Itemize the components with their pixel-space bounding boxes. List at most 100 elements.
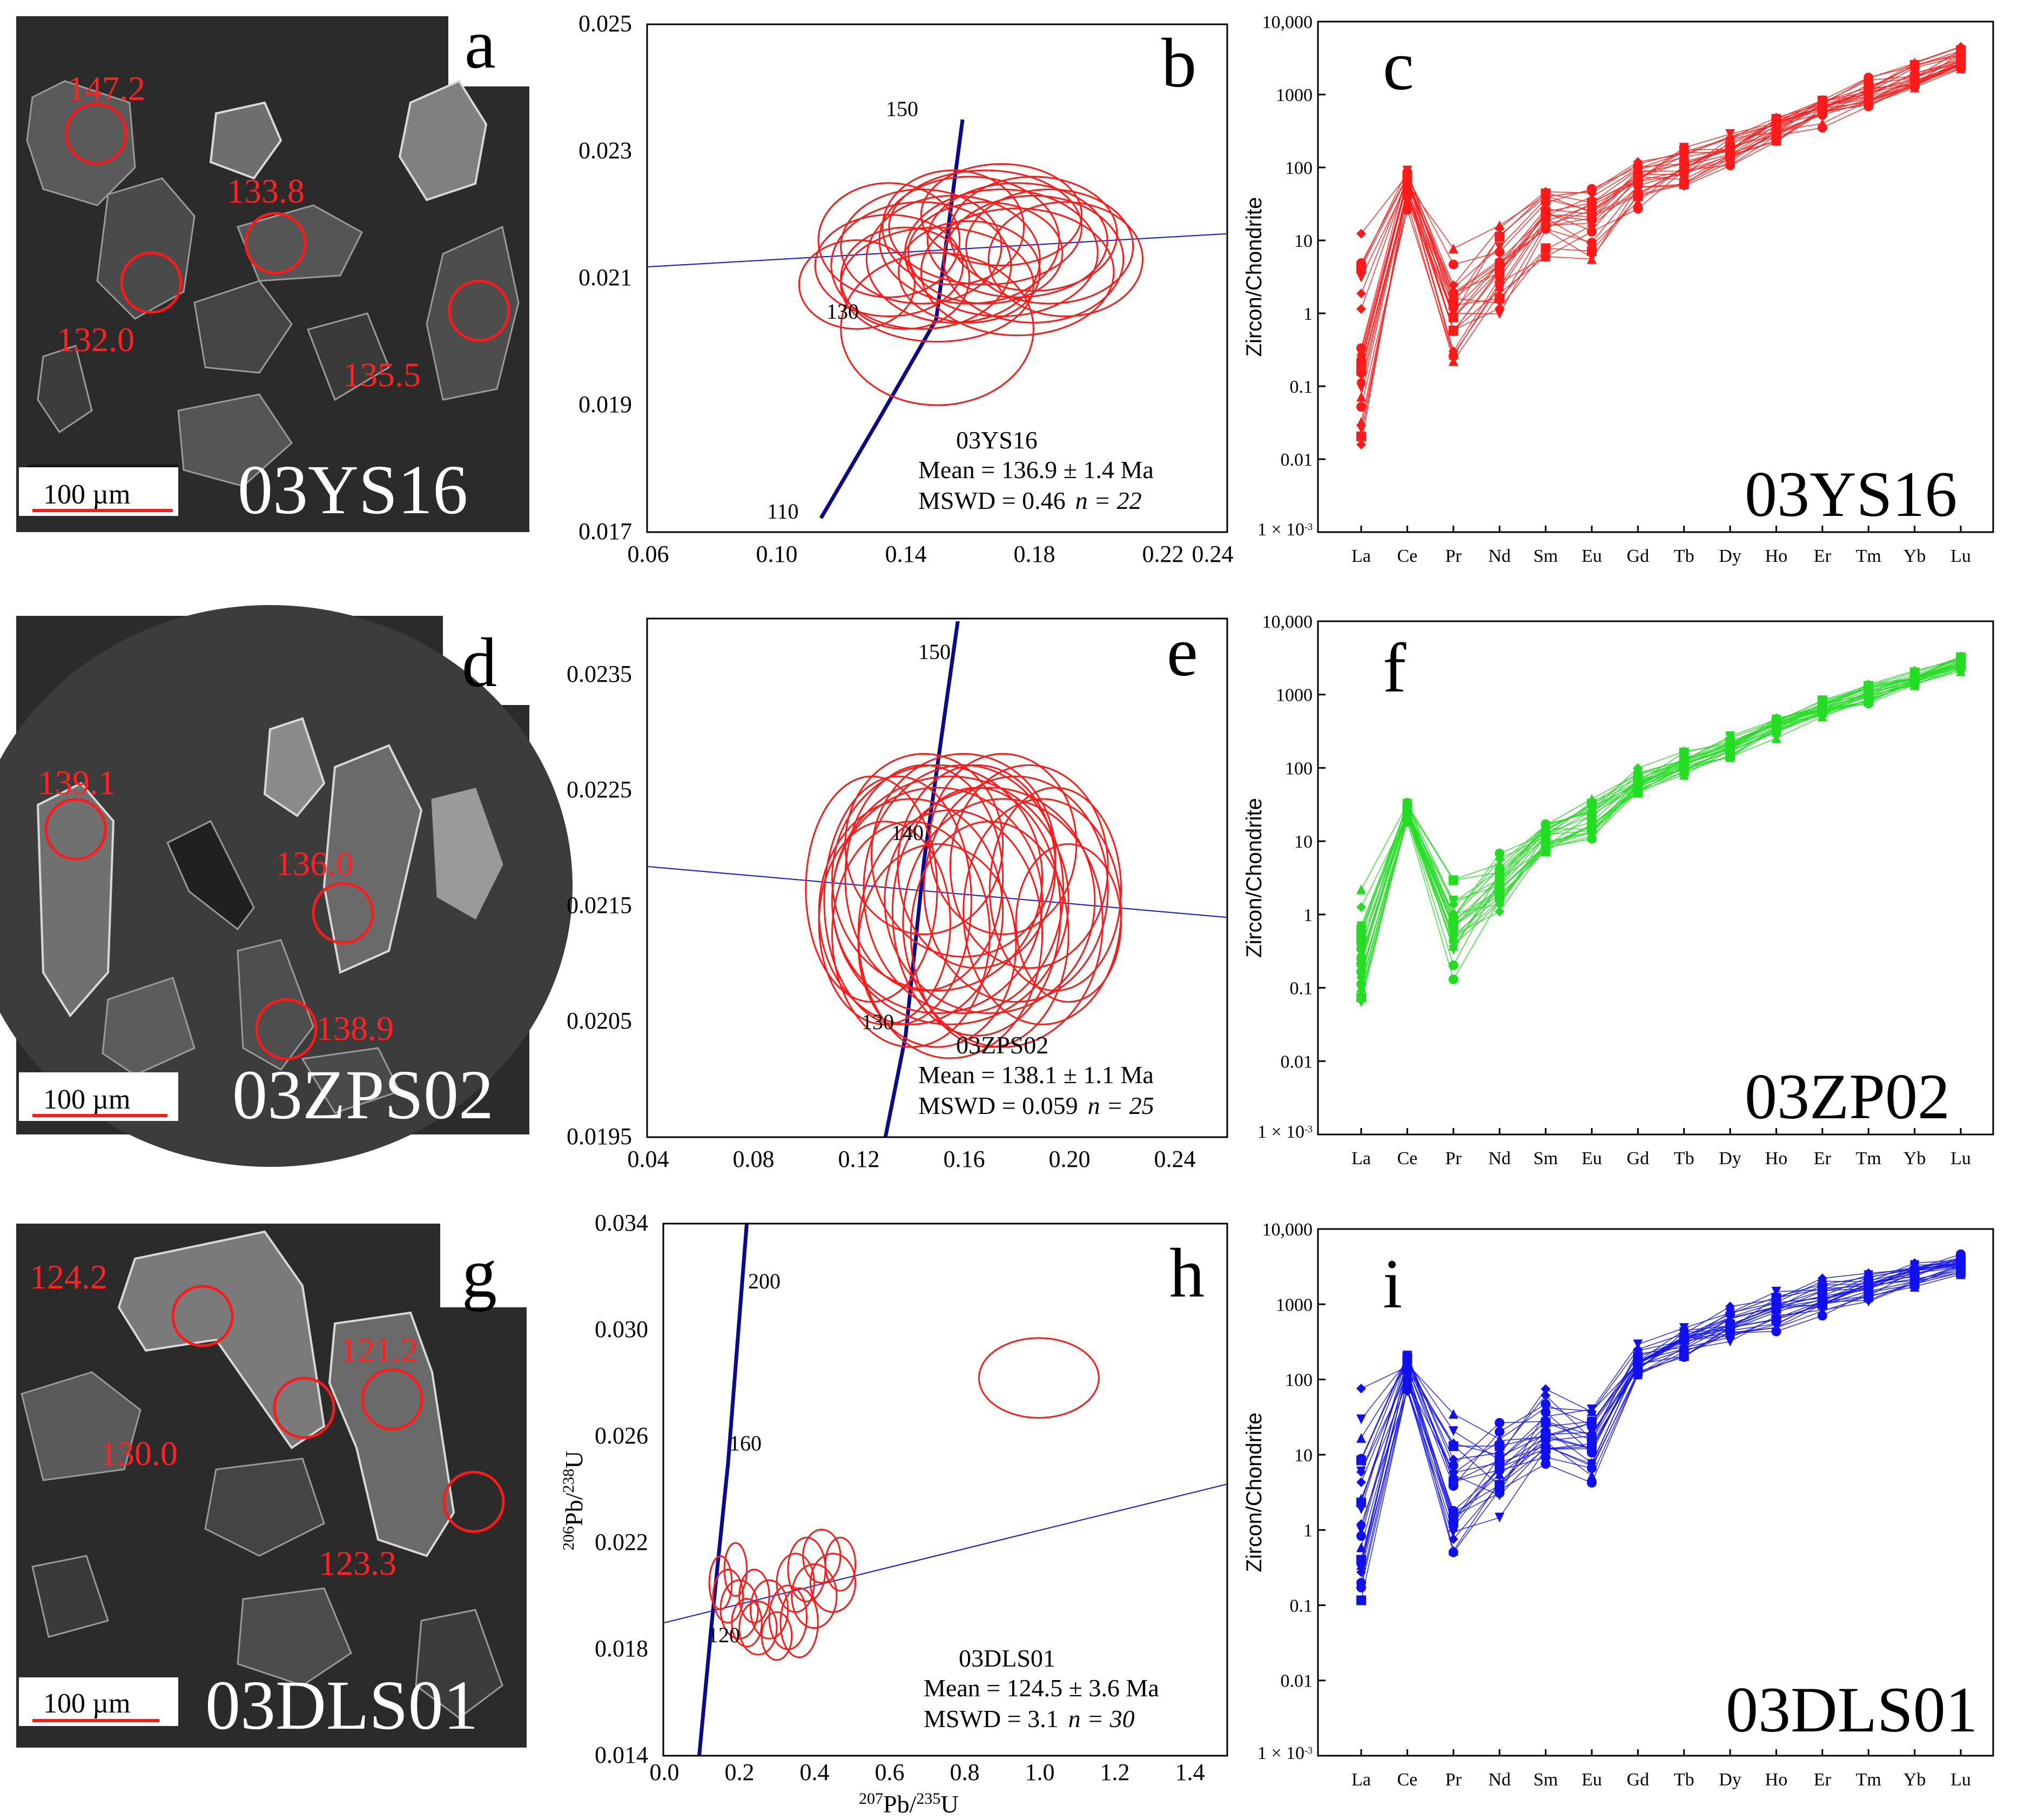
ree-line bbox=[1361, 1253, 1961, 1467]
y-tick-label: 1000 bbox=[1276, 85, 1313, 105]
ree-point bbox=[1356, 1454, 1366, 1464]
ree-point bbox=[1633, 1344, 1643, 1354]
error-ellipse bbox=[923, 775, 1109, 1003]
ree-series bbox=[1356, 1266, 1966, 1570]
y-tick-label: 0.1 bbox=[1290, 1596, 1313, 1616]
error-ellipse bbox=[857, 843, 1017, 1048]
ree-line bbox=[1361, 50, 1961, 265]
ree-point bbox=[1356, 1497, 1366, 1507]
ree-series bbox=[1356, 662, 1966, 983]
ree-point bbox=[1679, 755, 1689, 765]
ree-point bbox=[1356, 258, 1366, 268]
concordia-curve bbox=[883, 621, 960, 1138]
ree-point bbox=[1771, 1302, 1781, 1312]
x-tick-label: Tb bbox=[1674, 546, 1694, 566]
x-tick-label: Sm bbox=[1533, 1770, 1558, 1790]
y-tick-label: 0.034 bbox=[595, 1210, 648, 1236]
y-tick-label: 100 bbox=[1285, 758, 1313, 778]
ree-series bbox=[1356, 59, 1966, 337]
ree-point bbox=[1495, 1465, 1505, 1475]
ree-series bbox=[1356, 1252, 1966, 1460]
ree-point bbox=[1356, 424, 1366, 434]
ree-point bbox=[1356, 957, 1366, 968]
ree-point bbox=[1495, 881, 1505, 891]
y-tick-label: 1 bbox=[1303, 905, 1313, 925]
y-axis-title: 206Pb/238U bbox=[560, 1450, 588, 1550]
error-ellipse bbox=[723, 1542, 748, 1597]
spot-age: 123.3 bbox=[319, 1544, 396, 1582]
ree-point bbox=[1541, 1452, 1551, 1462]
y-tick-label: 0.017 bbox=[579, 518, 632, 545]
spot-age: 135.5 bbox=[343, 355, 421, 394]
ree-series bbox=[1356, 1259, 1966, 1514]
ree-point bbox=[1495, 232, 1505, 242]
ree-series bbox=[1356, 657, 1966, 963]
spot-age: 133.8 bbox=[227, 172, 305, 210]
stat-n: n = 30 bbox=[1068, 1705, 1135, 1732]
error-ellipse bbox=[831, 764, 1044, 992]
ree-point bbox=[1771, 718, 1781, 729]
spot-age: 130.0 bbox=[100, 1434, 178, 1473]
y-tick-label: 0.0205 bbox=[567, 1008, 632, 1034]
scale-bar-box bbox=[19, 1072, 178, 1121]
concordia-age-mark: 160 bbox=[729, 1431, 762, 1455]
ree-point bbox=[1679, 746, 1689, 756]
ree-point bbox=[1725, 133, 1736, 143]
x-tick-label: 0.18 bbox=[1014, 541, 1055, 567]
stat-mean: Mean = 138.1 ± 1.1 Ma bbox=[918, 1061, 1154, 1089]
ree-point bbox=[1448, 288, 1458, 298]
y-tick-exp: -3 bbox=[1304, 1124, 1313, 1134]
ree-point bbox=[1725, 751, 1736, 762]
ree-series bbox=[1356, 1269, 1966, 1556]
error-ellipse bbox=[802, 1528, 842, 1584]
ree-series bbox=[1356, 660, 1966, 1008]
y-tick-label: 0.1 bbox=[1290, 979, 1313, 999]
x-tick-label: Yb bbox=[1903, 546, 1926, 566]
ree-line bbox=[1361, 64, 1961, 333]
ree-point bbox=[1586, 1407, 1597, 1417]
ree-line bbox=[1361, 1257, 1961, 1456]
ree-point bbox=[1495, 899, 1505, 909]
ree-point bbox=[1864, 73, 1874, 83]
y-tick-label: 10,000 bbox=[1262, 1220, 1313, 1240]
ree-point bbox=[1448, 1534, 1458, 1544]
plot-frame bbox=[646, 23, 1228, 533]
x-tick-label: Lu bbox=[1950, 546, 1971, 566]
ree-point bbox=[1448, 960, 1458, 970]
ree-point bbox=[1725, 145, 1736, 155]
y-tick-label: 100 bbox=[1285, 158, 1313, 178]
axis-ticks: 0.06 0.10 0.14 0.18 0.22 0.24 0.017 0.01… bbox=[579, 10, 1234, 567]
error-ellipse bbox=[840, 252, 1034, 406]
ree-point bbox=[1356, 988, 1366, 998]
error-ellipse bbox=[907, 201, 1064, 305]
spot-age: 124.2 bbox=[30, 1258, 107, 1296]
error-ellipse bbox=[817, 182, 961, 298]
ree-point bbox=[1956, 55, 1966, 65]
ree-point bbox=[1725, 739, 1736, 749]
x-axis-title-sup: 207 bbox=[859, 1790, 883, 1808]
ree-point bbox=[1495, 267, 1505, 278]
ree-point bbox=[1356, 943, 1366, 953]
panel-letter: h bbox=[1169, 1234, 1205, 1312]
ree-series bbox=[1356, 1262, 1966, 1526]
ree-point bbox=[1448, 1426, 1458, 1436]
concordia-panel-e: 0.04 0.08 0.12 0.16 0.20 0.24 0.0195 0.0… bbox=[567, 613, 1228, 1172]
error-ellipse bbox=[738, 1600, 778, 1656]
ree-series bbox=[1356, 654, 1966, 931]
ree-plot: 10,000 1000 100 10 1 0.1 0.01 1 × 10-3 La Ce Pr Nd S… bbox=[1242, 1220, 1994, 1790]
concordia-age-mark: 110 bbox=[767, 499, 799, 523]
error-ellipse bbox=[888, 169, 1082, 286]
ree-point bbox=[1356, 377, 1366, 387]
ree-point bbox=[1586, 834, 1597, 844]
ree-point bbox=[1448, 310, 1458, 320]
ree-line bbox=[1361, 46, 1961, 286]
ree-point bbox=[1541, 211, 1551, 221]
x-tick-label: Eu bbox=[1582, 546, 1602, 566]
error-ellipse bbox=[823, 775, 972, 1025]
x-tick-label: 0.0 bbox=[650, 1759, 680, 1785]
y-tick-label: 100 bbox=[1285, 1371, 1313, 1391]
panel-letter: e bbox=[1167, 613, 1198, 691]
ree-series bbox=[1356, 1263, 1966, 1570]
y-tick-label: 10 bbox=[1294, 832, 1313, 852]
ree-point bbox=[1402, 1377, 1412, 1387]
